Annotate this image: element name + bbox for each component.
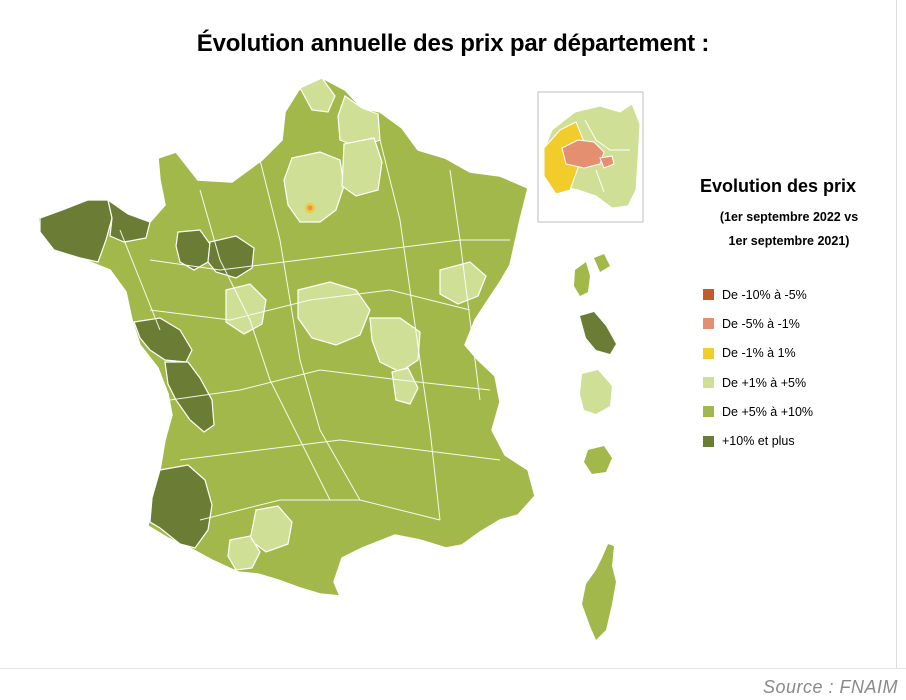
dept-mayenne [175, 229, 211, 271]
legend-label: De -10% à -5% [722, 287, 807, 302]
department-regions [39, 77, 487, 571]
dept-finistere [39, 199, 113, 263]
legend-label: +10% et plus [722, 434, 795, 449]
right-edge-line [896, 0, 906, 668]
dept-landes [149, 464, 213, 549]
legend-subtitle-line2: 1er septembre 2021) [728, 234, 850, 248]
dept-paris-orange [307, 205, 313, 211]
dept-marne [341, 137, 383, 197]
legend-item: De -1% à 1% [703, 339, 813, 368]
legend-item: +10% et plus [703, 426, 813, 455]
dept-orne [225, 283, 267, 335]
legend-swatch [703, 318, 714, 330]
legend-title: Evolution des prix [700, 176, 857, 196]
dept-haute-saone [439, 261, 487, 305]
legend-item: De -10% à -5% [703, 280, 813, 309]
legend-swatch [703, 377, 714, 389]
bottom-divider [0, 668, 906, 669]
dept-ain [391, 367, 419, 405]
overseas-departments [574, 254, 616, 640]
legend-swatch [703, 347, 714, 359]
department-borders [119, 139, 510, 521]
legend-label: De +5% à +10% [722, 404, 814, 419]
legend-label: De -5% à -1% [722, 316, 800, 331]
legend-subtitle-line1: (1er septembre 2022 vs [719, 210, 859, 224]
legend-item: De -5% à -1% [703, 309, 813, 338]
legend-item: De +5% à +10% [703, 397, 813, 426]
reunion [584, 446, 612, 474]
legend-swatch [703, 406, 714, 418]
legend-swatch [703, 289, 714, 301]
corse [582, 544, 616, 640]
martinique [580, 312, 616, 354]
guadeloupe [574, 254, 610, 296]
guyane [580, 370, 612, 414]
legend-list: De -10% à -5% De -5% à -1% De -1% à 1% D… [703, 280, 813, 456]
source-credit: Source : FNAIM [762, 677, 898, 697]
legend-item: De +1% à +5% [703, 368, 813, 397]
legend-label: De -1% à 1% [722, 346, 796, 361]
legend-swatch [703, 435, 714, 447]
legend-label: De +1% à +5% [722, 375, 807, 390]
dept-centre [297, 281, 371, 346]
map-title: Évolution annuelle des prix par départem… [196, 30, 710, 57]
paris-inset-map [543, 103, 641, 209]
dept-cotes-armor [107, 198, 151, 243]
dept-nord-coast [299, 77, 336, 113]
dept-gers [227, 535, 261, 571]
dept-oise-ile [283, 151, 345, 223]
dept-cote-or [369, 317, 421, 373]
inset-east-orange [599, 155, 615, 169]
